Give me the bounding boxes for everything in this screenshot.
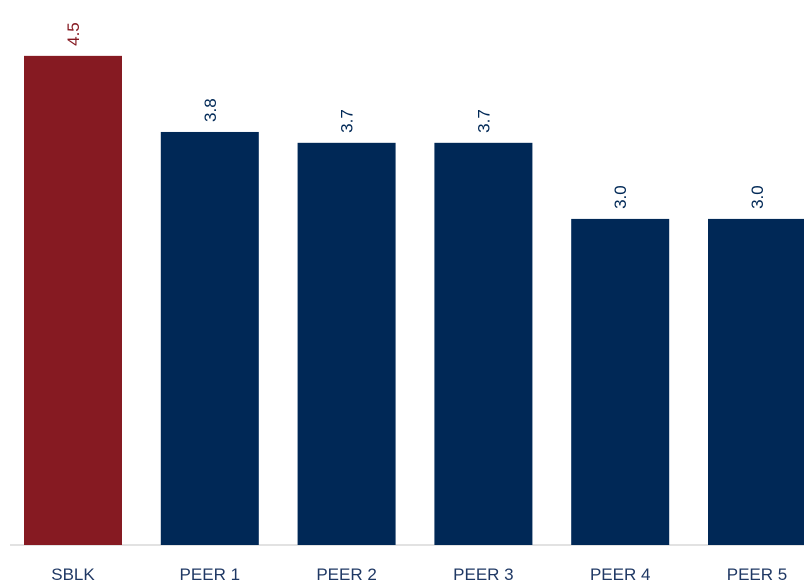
- category-label-peer-5: PEER 5: [727, 565, 787, 584]
- value-label-peer-1: 3.8: [201, 98, 220, 122]
- value-label-peer-4: 3.0: [611, 185, 630, 209]
- bar-peer-4: [571, 218, 670, 546]
- value-label-sblk: 4.5: [64, 22, 83, 46]
- category-labels-group: SBLK PEER 1 PEER 2 PEER 3 PEER 4 PEER 5: [51, 565, 787, 584]
- value-labels-group: 4.5 3.8 3.7 3.7 3.0 3.0: [64, 22, 767, 209]
- category-label-peer-3: PEER 3: [453, 565, 513, 584]
- category-label-peer-2: PEER 2: [316, 565, 376, 584]
- value-label-peer-3: 3.7: [474, 109, 493, 133]
- bar-peer-3: [434, 142, 533, 545]
- value-label-peer-5: 3.0: [748, 185, 767, 209]
- category-label-peer-1: PEER 1: [180, 565, 240, 584]
- bars-group: [24, 55, 804, 546]
- category-label-peer-4: PEER 4: [590, 565, 650, 584]
- value-label-peer-2: 3.7: [338, 109, 357, 133]
- bar-sblk: [24, 55, 122, 545]
- bar-peer-1: [160, 131, 259, 545]
- bar-peer-2: [297, 142, 396, 545]
- category-label-sblk: SBLK: [51, 565, 95, 584]
- bar-peer-5: [708, 218, 804, 546]
